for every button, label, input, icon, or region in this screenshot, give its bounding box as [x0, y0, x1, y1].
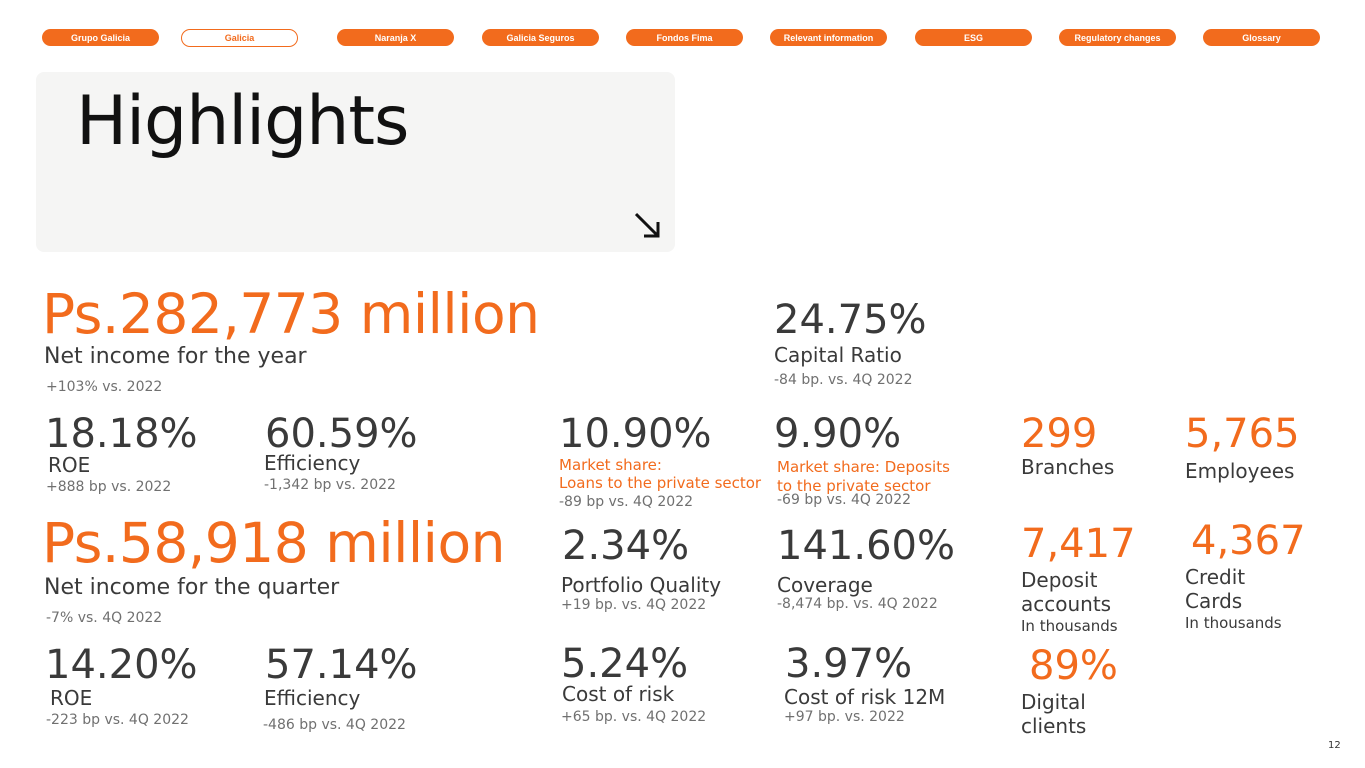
quarter-roe-value: 14.20%: [45, 642, 198, 688]
quarter-net-income-value: Ps.58,918 million: [42, 511, 505, 575]
credit-cards-label-1: Credit: [1185, 565, 1246, 589]
quarter-roe-label: ROE: [50, 686, 93, 710]
branches-label: Branches: [1021, 455, 1115, 479]
nav-tab-galicia[interactable]: Galicia: [181, 29, 298, 47]
nav-tab-galicia-seguros[interactable]: Galicia Seguros: [482, 29, 599, 46]
branches-value: 299: [1021, 411, 1098, 457]
quarter-efficiency-change: -486 bp vs. 4Q 2022: [263, 717, 406, 733]
annual-net-income-label: Net income for the year: [44, 344, 307, 369]
digital-clients-label-1: Digital: [1021, 690, 1086, 714]
employees-value: 5,765: [1185, 411, 1300, 457]
quarter-efficiency-label: Efficiency: [264, 686, 361, 710]
deposit-accounts-unit: In thousands: [1021, 617, 1118, 635]
nav-tab-relevant-information[interactable]: Relevant information: [770, 29, 887, 46]
nav-tab-regulatory-changes[interactable]: Regulatory changes: [1059, 29, 1176, 46]
capital-ratio-value: 24.75%: [774, 297, 927, 343]
deposit-accounts-value: 7,417: [1021, 521, 1136, 567]
annual-net-income-value: Ps.282,773 million: [42, 282, 540, 346]
annual-net-income-change: +103% vs. 2022: [46, 379, 163, 395]
capital-ratio-label: Capital Ratio: [774, 343, 902, 367]
portfolio-quality-change: +19 bp. vs. 4Q 2022: [561, 597, 707, 613]
cost-of-risk-12m-value: 3.97%: [785, 641, 913, 687]
highlights-panel: Highlights: [36, 72, 675, 252]
deposits-market-share-change: -69 bp vs. 4Q 2022: [777, 492, 912, 508]
quarter-roe-change: -223 bp vs. 4Q 2022: [46, 712, 189, 728]
digital-clients-value: 89%: [1029, 643, 1118, 689]
cost-of-risk-change: +65 bp. vs. 4Q 2022: [561, 709, 707, 725]
deposits-market-share-label-2: to the private sector: [777, 477, 931, 495]
deposit-accounts-label-2: accounts: [1021, 592, 1112, 616]
digital-clients-label-2: clients: [1021, 714, 1087, 738]
quarter-net-income-change: -7% vs. 4Q 2022: [46, 610, 163, 626]
portfolio-quality-value: 2.34%: [562, 523, 690, 569]
coverage-change: -8,474 bp. vs. 4Q 2022: [777, 596, 938, 612]
cost-of-risk-12m-change: +97 bp. vs. 2022: [784, 709, 905, 725]
annual-efficiency-label: Efficiency: [264, 451, 361, 475]
credit-cards-unit: In thousands: [1185, 614, 1282, 632]
loans-market-share-label-1: Market share:: [559, 456, 662, 474]
nav-tab-glossary[interactable]: Glossary: [1203, 29, 1320, 46]
coverage-label: Coverage: [777, 573, 873, 597]
loans-market-share-value: 10.90%: [559, 411, 712, 457]
loans-market-share-change: -89 bp vs. 4Q 2022: [559, 494, 694, 510]
cost-of-risk-value: 5.24%: [561, 641, 689, 687]
annual-roe-label: ROE: [48, 453, 91, 477]
portfolio-quality-label: Portfolio Quality: [561, 573, 722, 597]
page-number: 12: [1328, 740, 1341, 751]
quarter-efficiency-value: 57.14%: [265, 642, 418, 688]
arrow-down-right-icon[interactable]: [632, 210, 664, 242]
annual-roe-value: 18.18%: [45, 411, 198, 457]
cost-of-risk-12m-label: Cost of risk 12M: [784, 685, 946, 709]
employees-label: Employees: [1185, 459, 1295, 483]
annual-efficiency-change: -1,342 bp vs. 2022: [264, 477, 396, 493]
nav-tab-naranja-x[interactable]: Naranja X: [337, 29, 454, 46]
page-title: Highlights: [76, 82, 409, 161]
deposit-accounts-label-1: Deposit: [1021, 568, 1098, 592]
capital-ratio-change: -84 bp. vs. 4Q 2022: [774, 372, 913, 388]
loans-market-share-label-2: Loans to the private sector: [559, 474, 762, 492]
annual-efficiency-value: 60.59%: [265, 411, 418, 457]
annual-roe-change: +888 bp vs. 2022: [46, 479, 172, 495]
nav-tab-grupo-galicia[interactable]: Grupo Galicia: [42, 29, 159, 46]
quarter-net-income-label: Net income for the quarter: [44, 575, 340, 600]
coverage-value: 141.60%: [777, 523, 955, 569]
credit-cards-label-2: Cards: [1185, 589, 1243, 613]
deposits-market-share-value: 9.90%: [774, 411, 902, 457]
nav-tab-fondos-fima[interactable]: Fondos Fima: [626, 29, 743, 46]
cost-of-risk-label: Cost of risk: [562, 682, 675, 706]
deposits-market-share-label-1: Market share: Deposits: [777, 458, 950, 476]
credit-cards-value: 4,367: [1191, 518, 1306, 564]
nav-tab-esg[interactable]: ESG: [915, 29, 1032, 46]
